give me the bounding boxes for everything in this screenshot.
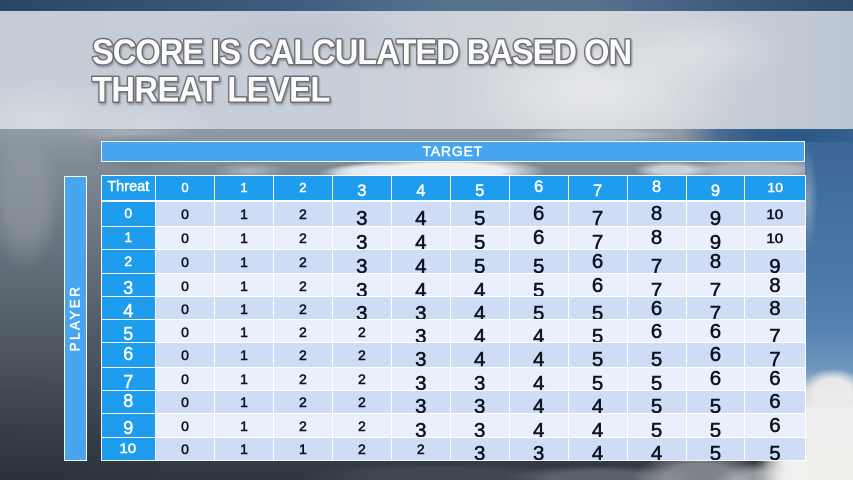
svg-text:THREAT LEVEL: THREAT LEVEL xyxy=(92,70,330,110)
svg-text:SCORE IS CALCULATED BASED ON: SCORE IS CALCULATED BASED ON xyxy=(92,33,632,73)
